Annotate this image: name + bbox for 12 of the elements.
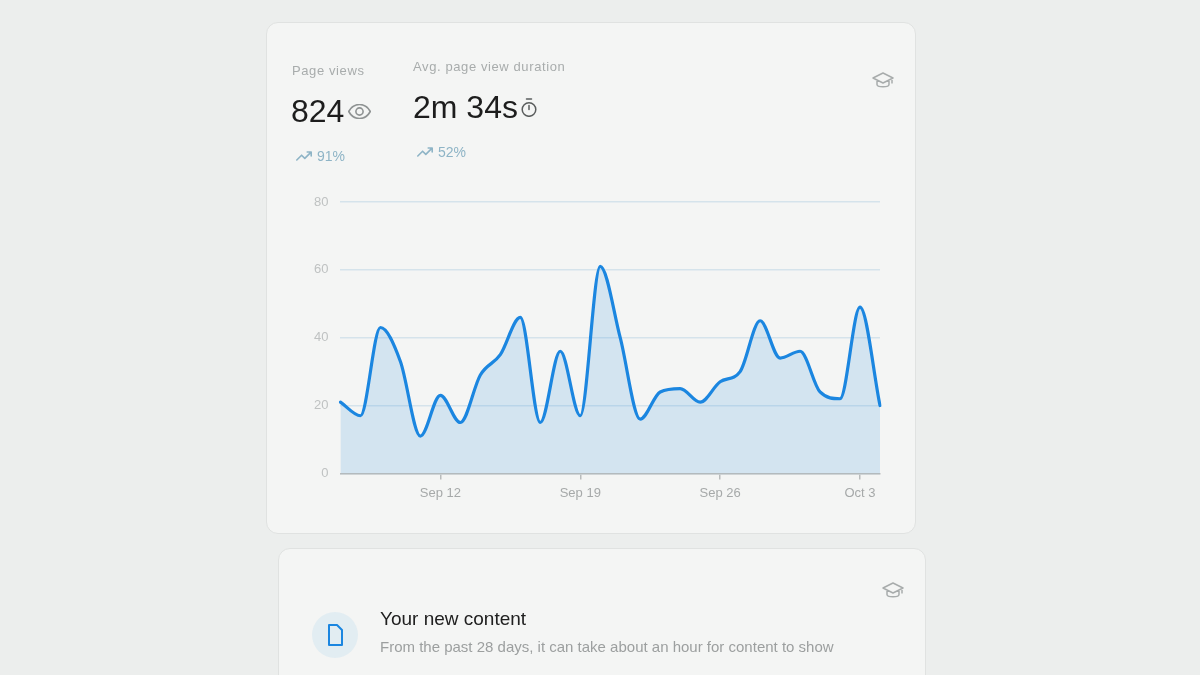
text: 824 [291,93,345,130]
x-tick-label: Sep 19 [559,484,601,500]
text: 2m 34s [413,89,518,126]
text: From the past 28 days, it can take about an hour for content to show [380,638,834,656]
text: Your new content [380,608,527,630]
x-tick-label: Sep 12 [419,484,461,500]
text: 91% [317,148,346,165]
x-tick-label: Sep 26 [699,484,741,500]
text: Avg. page view duration [413,59,566,75]
text: 52% [438,144,467,161]
x-tick-label: Oct 3 [844,484,876,500]
text: Page views [292,63,365,79]
